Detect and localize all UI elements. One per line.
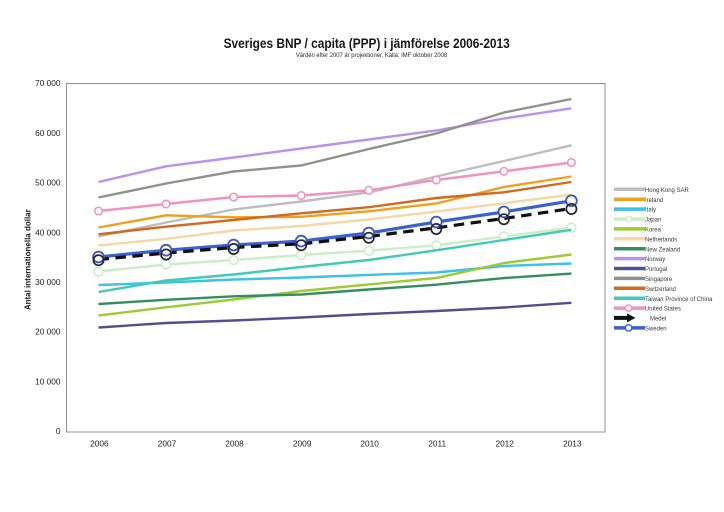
svg-text:2007: 2007 <box>158 439 177 449</box>
svg-text:Italy: Italy <box>645 206 657 213</box>
svg-text:2013: 2013 <box>563 439 582 449</box>
svg-text:Hong Kong SAR: Hong Kong SAR <box>645 187 689 194</box>
svg-text:Taiwan Province of China: Taiwan Province of China <box>645 295 713 302</box>
svg-text:0: 0 <box>56 426 61 436</box>
svg-text:Medel: Medel <box>650 315 666 322</box>
svg-text:2012: 2012 <box>495 439 514 449</box>
svg-text:Norway: Norway <box>645 256 666 263</box>
svg-text:2009: 2009 <box>293 439 312 449</box>
svg-text:Korea: Korea <box>645 226 661 233</box>
svg-text:2006: 2006 <box>90 439 109 449</box>
svg-text:50 000: 50 000 <box>35 178 61 188</box>
svg-text:Singapore: Singapore <box>645 276 673 283</box>
svg-text:2011: 2011 <box>428 439 446 449</box>
svg-text:Ireland: Ireland <box>645 196 664 203</box>
svg-text:2008: 2008 <box>225 439 244 449</box>
svg-text:70 000: 70 000 <box>35 78 61 88</box>
svg-text:10 000: 10 000 <box>35 376 61 386</box>
svg-text:Värden efter 2007 är projektio: Värden efter 2007 är projektioner. Källa… <box>296 52 448 59</box>
svg-text:New Zealand: New Zealand <box>645 246 681 253</box>
svg-text:Antal internationella dollar: Antal internationella dollar <box>24 209 33 310</box>
svg-text:United States: United States <box>645 305 681 312</box>
svg-text:Switzerland: Switzerland <box>645 286 676 293</box>
svg-text:60 000: 60 000 <box>35 128 61 138</box>
svg-text:Portugal: Portugal <box>645 266 667 273</box>
svg-text:20 000: 20 000 <box>35 327 61 337</box>
svg-text:2010: 2010 <box>360 439 379 449</box>
svg-text:Netherlands: Netherlands <box>645 236 677 243</box>
svg-text:Sweden: Sweden <box>645 325 667 332</box>
svg-text:30 000: 30 000 <box>35 277 61 287</box>
svg-text:Sveriges BNP / capita (PPP) i: Sveriges BNP / capita (PPP) i jämförelse… <box>224 35 510 51</box>
svg-text:Japan: Japan <box>645 216 662 223</box>
svg-text:40 000: 40 000 <box>35 227 61 237</box>
